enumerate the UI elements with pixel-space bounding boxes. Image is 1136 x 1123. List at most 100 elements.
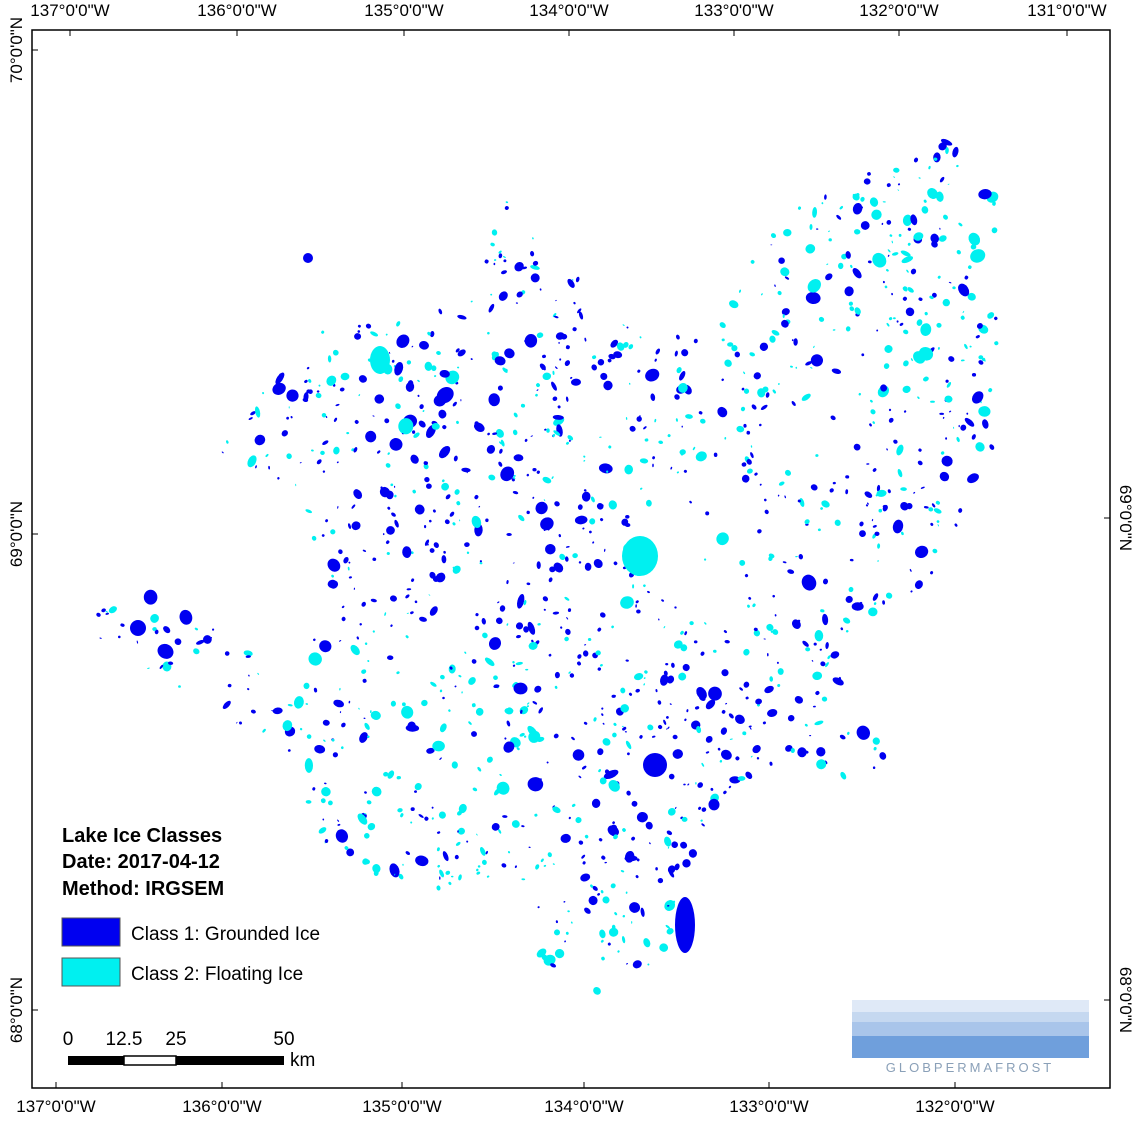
lake <box>905 307 915 317</box>
lake <box>735 756 740 761</box>
lake <box>340 372 350 381</box>
lake <box>901 256 914 264</box>
lake <box>505 201 509 204</box>
lake <box>936 520 940 523</box>
lake <box>757 529 762 534</box>
lake <box>590 496 595 503</box>
lake <box>530 265 540 270</box>
lake <box>454 489 460 495</box>
lake <box>371 786 382 797</box>
lake <box>816 747 826 757</box>
lake <box>778 481 785 486</box>
lake <box>272 707 283 715</box>
lake <box>105 612 109 615</box>
lake <box>631 921 633 924</box>
lake <box>657 700 662 705</box>
lake <box>490 242 495 247</box>
lake <box>372 557 377 562</box>
lake <box>519 732 525 737</box>
lake <box>958 283 970 297</box>
lake <box>584 337 587 342</box>
lake <box>194 627 199 631</box>
lake <box>935 191 944 202</box>
logo-text: GLOBPERMAFROST <box>886 1060 1054 1075</box>
lake <box>486 756 493 763</box>
lake <box>772 594 775 598</box>
lake <box>674 606 677 609</box>
lake <box>881 222 884 225</box>
lake <box>791 400 796 407</box>
lake <box>534 685 542 693</box>
lake <box>449 511 455 517</box>
lake <box>558 534 562 538</box>
lake <box>869 423 872 427</box>
lake <box>507 851 511 854</box>
lake <box>859 521 864 527</box>
lake <box>459 519 461 522</box>
lake <box>790 748 795 753</box>
lake <box>636 858 640 862</box>
lake <box>484 259 489 264</box>
lake <box>477 865 481 868</box>
lake <box>282 720 293 732</box>
lake <box>872 737 880 745</box>
lake <box>933 157 938 161</box>
lake <box>598 463 613 474</box>
lake <box>277 477 280 480</box>
lake <box>493 684 500 689</box>
lake <box>513 682 528 695</box>
lake <box>746 468 753 474</box>
lake <box>991 227 998 234</box>
lake <box>326 375 337 386</box>
lake <box>262 728 266 733</box>
lake <box>903 329 909 335</box>
lake <box>921 206 929 214</box>
lake <box>657 877 664 884</box>
lake <box>888 408 892 412</box>
lake <box>442 851 449 862</box>
lake <box>684 631 688 636</box>
lake <box>394 873 396 876</box>
lake <box>421 699 428 707</box>
lake <box>826 263 829 266</box>
lake <box>741 462 747 467</box>
lake <box>751 404 757 410</box>
lake <box>654 418 657 423</box>
lake <box>685 414 693 419</box>
lake <box>493 262 496 266</box>
lake <box>530 251 535 257</box>
lake <box>430 681 437 687</box>
lake-layer <box>96 138 999 995</box>
lake <box>542 596 549 602</box>
lake <box>989 444 995 450</box>
legend-swatch <box>61 957 121 987</box>
lake <box>367 822 376 831</box>
lake <box>721 710 726 714</box>
lake <box>255 465 257 469</box>
lake <box>741 387 745 391</box>
logo-band <box>852 1012 1089 1022</box>
lake <box>328 800 333 806</box>
lake <box>888 317 893 321</box>
lake <box>931 292 937 298</box>
lake <box>744 574 749 578</box>
lake <box>226 440 229 444</box>
lake <box>410 807 415 812</box>
lake <box>689 500 692 504</box>
lake <box>295 483 297 487</box>
lake <box>913 157 919 163</box>
lake <box>903 360 909 367</box>
lake <box>774 284 776 287</box>
lake <box>388 351 391 354</box>
lake <box>348 700 351 704</box>
lake <box>672 749 683 759</box>
lake <box>740 406 746 412</box>
lake <box>515 661 523 666</box>
lake <box>807 278 821 293</box>
lake <box>675 418 678 422</box>
lake <box>157 643 174 659</box>
lake <box>539 288 542 291</box>
lake <box>700 651 705 656</box>
longitude-label: 136°0'0"W <box>182 1097 261 1116</box>
lake <box>243 650 253 657</box>
